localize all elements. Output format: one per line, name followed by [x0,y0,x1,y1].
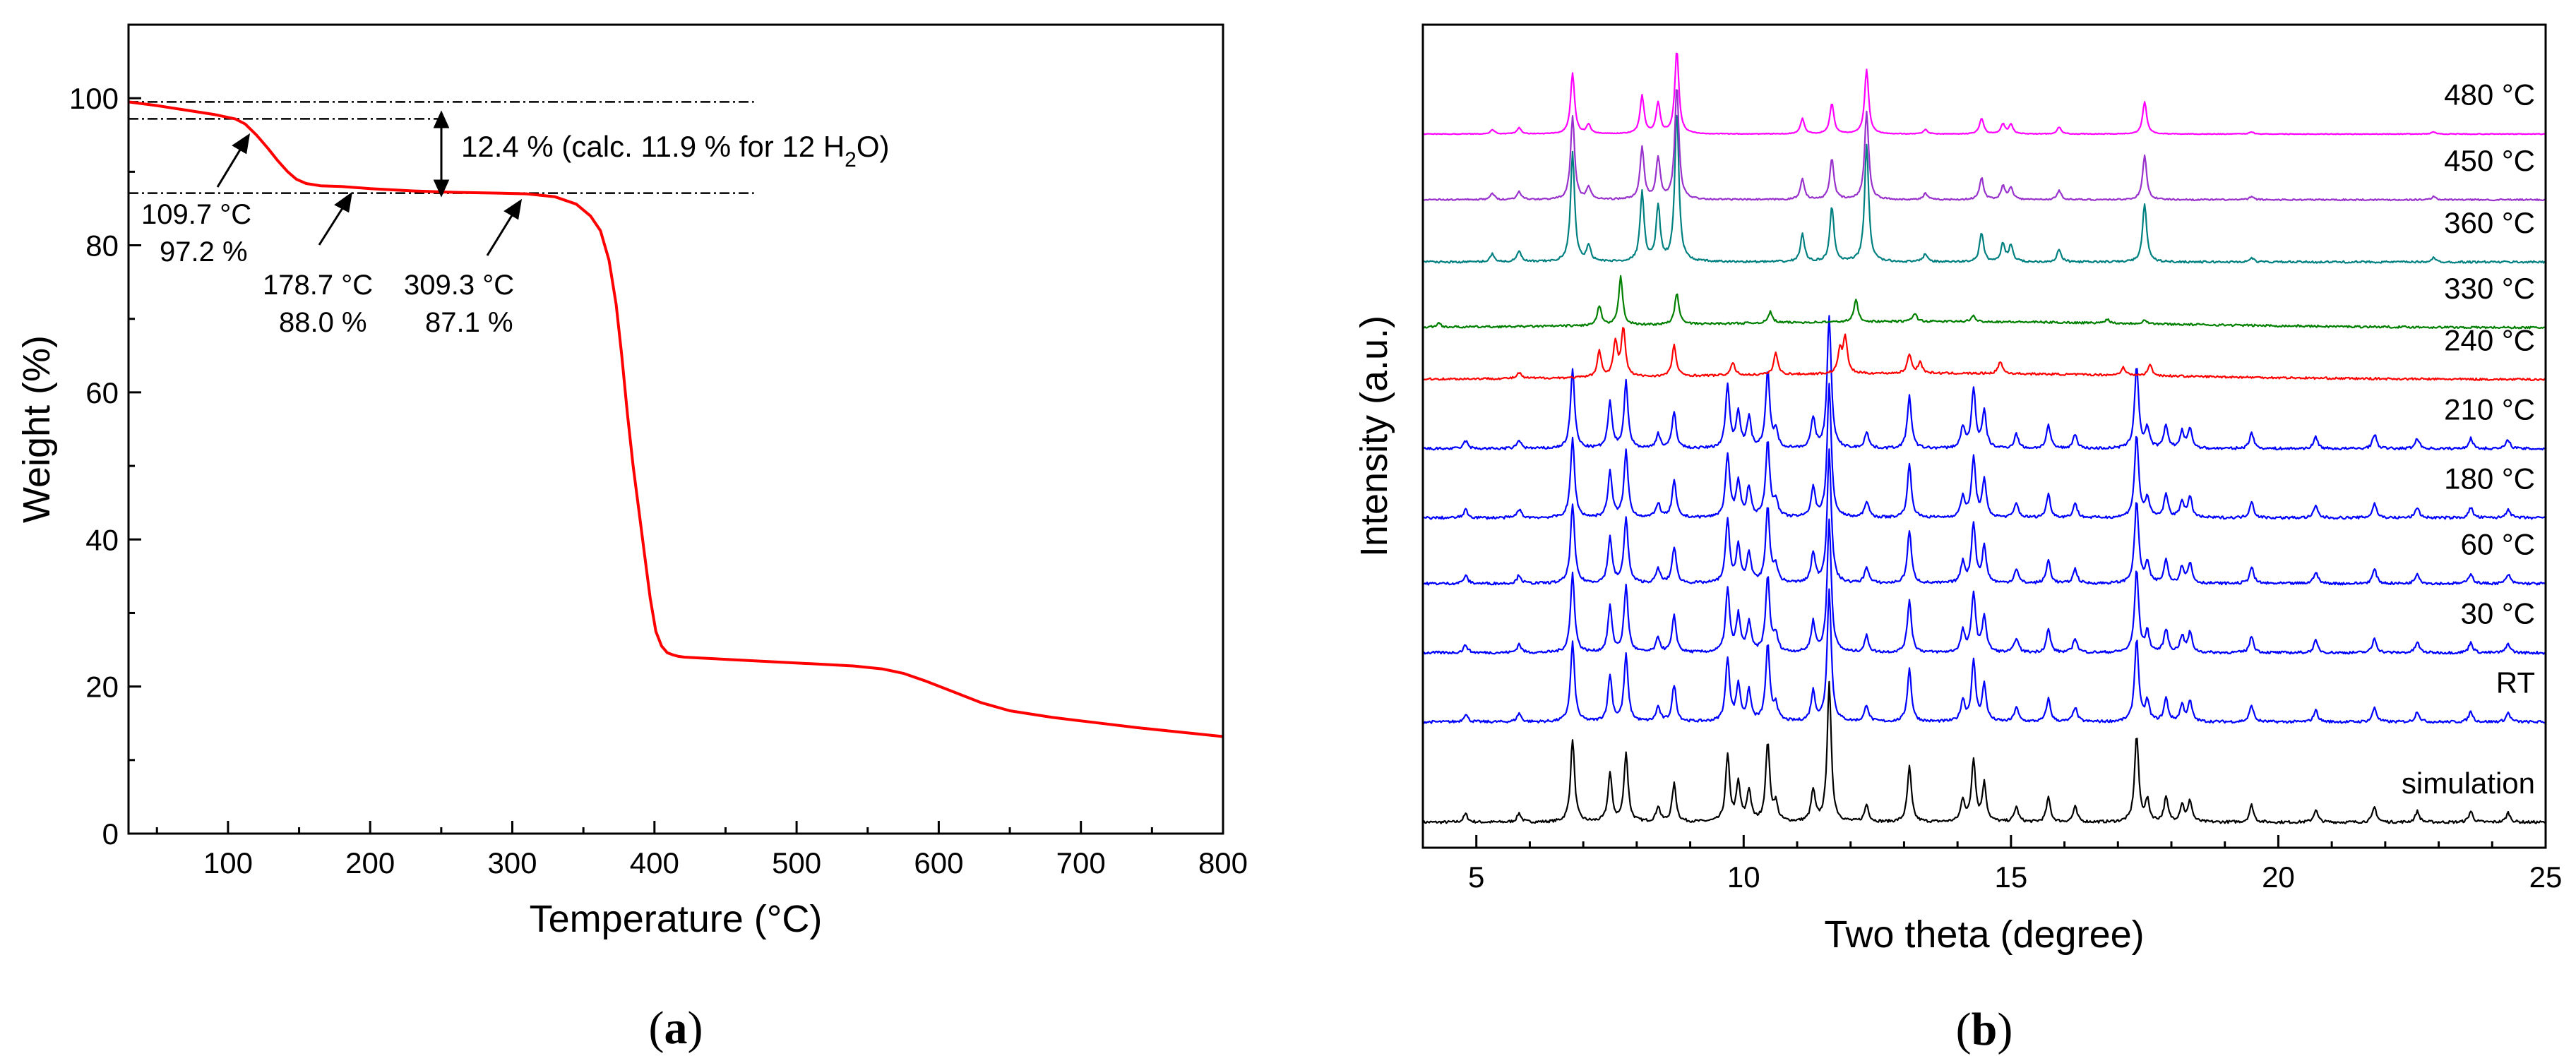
tga-x-tick-label: 800 [1198,846,1248,879]
xrd-trace-rt [1422,588,2546,724]
xrd-series-label: 360 °C [2444,206,2535,239]
arrow-point1 [216,143,245,188]
tga-series-line [128,100,1224,738]
xrd-x-tick-label: 20 [2262,860,2295,894]
point2-weight: 88.0 % [279,307,367,338]
arrow-point2-head [334,191,353,213]
tga-axis-ticks: 100 200 300 400 500 600 700 800 0 20 40 60 80 100 [69,23,1248,879]
tga-data-layer [128,100,1224,738]
point3-temperature: 309.3 °C [404,270,514,301]
tga-y-tick-label: 80 [85,229,119,263]
tga-x-tick-label: 400 [630,846,679,879]
tga-x-tick-label: 100 [203,846,253,879]
xrd-x-axis-label: Two theta (degree) [1824,913,2144,956]
xrd-trace-180-c [1422,383,2546,520]
tga-y-axis-label: Weight (%) [16,335,58,523]
xrd-trace-480-c [1422,52,2546,136]
panel-b-caption: (b) [1956,1004,2013,1055]
xrd-x-tick-label: 5 [1468,860,1484,894]
xrd-data-layer [1421,52,2546,824]
tga-x-tick-label: 300 [487,846,537,879]
tga-y-tick-label: 60 [85,376,119,409]
point1-temperature: 109.7 °C [141,199,251,230]
xrd-series-label: 180 °C [2444,462,2535,496]
tga-y-tick-label: 0 [102,817,119,851]
tga-y-tick-label: 100 [69,82,119,115]
tga-x-tick-label: 600 [914,846,963,879]
xrd-x-tick-label: 10 [1727,860,1760,894]
arrow-point3 [486,209,517,256]
point2-temperature: 178.7 °C [263,270,373,301]
tga-y-tick-label: 40 [85,523,119,556]
point3-weight: 87.1 % [425,307,513,338]
xrd-trace-330-c [1422,275,2546,330]
arrow-point1-head [232,133,251,155]
xrd-series-label: 450 °C [2444,144,2535,177]
xrd-series-label: 330 °C [2444,272,2535,305]
tga-chart: 100 200 300 400 500 600 700 800 0 20 40 60 80 100 12.… [16,23,1248,1054]
tga-x-tick-label: 500 [772,846,821,879]
point1-weight: 97.2 % [160,236,248,268]
xrd-trace-210-c [1422,315,2546,451]
tga-plot-frame [127,23,1224,835]
arrow-mass-loss-down-head [433,179,450,198]
panel-a-caption: (a) [649,1002,703,1054]
xrd-trace-30-c [1422,518,2546,655]
xrd-chart: simulation RT 30 °C 60 °C 180 °C 210 °C 240 °C… [1353,23,2562,1055]
tga-annotation-arrows [216,110,523,256]
arrow-point2 [318,202,347,246]
arrow-mass-loss-up-head [433,110,450,128]
xrd-trace-360-c [1422,114,2546,264]
tga-x-axis-label: Temperature (°C) [530,898,823,940]
xrd-series-label: 60 °C [2460,528,2535,561]
tga-x-tick-label: 200 [345,846,395,879]
xrd-axis-ticks: 5 10 15 20 25 [1468,835,2562,894]
xrd-x-tick-label: 25 [2529,860,2563,894]
xrd-y-axis-label: Intensity (a.u.) [1353,316,1395,557]
arrow-point3-head [503,198,523,220]
xrd-series-label: 480 °C [2444,78,2535,112]
xrd-x-tick-label: 15 [1994,860,2027,894]
tga-y-tick-label: 20 [85,671,119,704]
xrd-trace-simulation [1421,680,2546,824]
xrd-series-label: 30 °C [2460,597,2535,630]
mass-loss-label: 12.4 % (calc. 11.9 % for 12 H2O) [461,130,890,172]
xrd-trace-450-c [1422,89,2546,202]
tga-x-tick-label: 700 [1056,846,1106,879]
xrd-series-label: 240 °C [2444,324,2535,357]
xrd-series-label: simulation [2402,767,2535,800]
xrd-plot-frame [1421,23,2547,849]
xrd-trace-240-c [1422,327,2546,382]
xrd-series-label: 210 °C [2444,393,2535,426]
xrd-series-label: RT [2496,666,2535,699]
xrd-series-labels: simulation RT 30 °C 60 °C 180 °C 210 °C 240 °C… [2402,78,2535,800]
xrd-trace-60-c [1422,448,2546,586]
